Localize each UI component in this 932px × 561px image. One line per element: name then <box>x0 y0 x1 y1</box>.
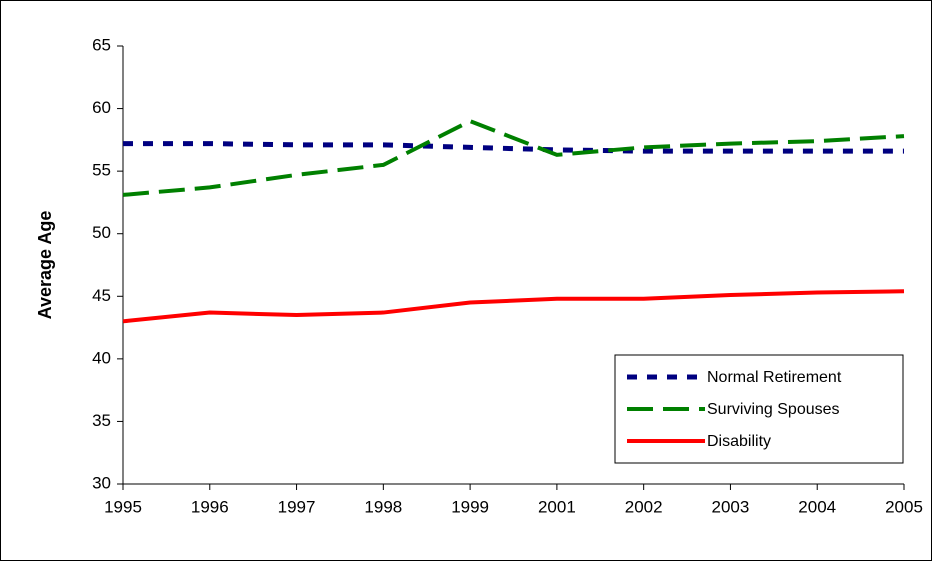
y-tick-label: 30 <box>92 473 111 492</box>
y-tick-label: 65 <box>92 35 111 54</box>
legend: Normal Retirement Surviving Spouses Disabi… <box>614 354 904 464</box>
y-tick-label: 50 <box>92 223 111 242</box>
x-tick-label: 2005 <box>885 497 923 516</box>
legend-label: Normal Retirement <box>707 369 842 386</box>
y-tick-label: 55 <box>92 161 111 180</box>
x-tick-label: 1995 <box>104 497 142 516</box>
x-tick-label: 1996 <box>191 497 229 516</box>
series-line <box>122 118 905 197</box>
x-tick-label: 2002 <box>625 497 663 516</box>
x-tick-label: 2001 <box>538 497 576 516</box>
y-tick-label: 35 <box>92 411 111 430</box>
x-tick-label: 1998 <box>364 497 402 516</box>
y-tick-label: 40 <box>92 348 111 367</box>
legend-label: Disability <box>707 433 771 450</box>
x-tick-label: 2003 <box>712 497 750 516</box>
legend-label: Surviving Spouses <box>707 401 840 418</box>
x-tick-label: 1997 <box>278 497 316 516</box>
x-tick-label: 2004 <box>798 497 836 516</box>
y-tick-label: 45 <box>92 286 111 305</box>
x-tick-label: 1999 <box>451 497 489 516</box>
y-axis-label: Average Age <box>35 211 55 320</box>
y-tick-label: 60 <box>92 98 111 117</box>
series-line <box>122 289 905 324</box>
